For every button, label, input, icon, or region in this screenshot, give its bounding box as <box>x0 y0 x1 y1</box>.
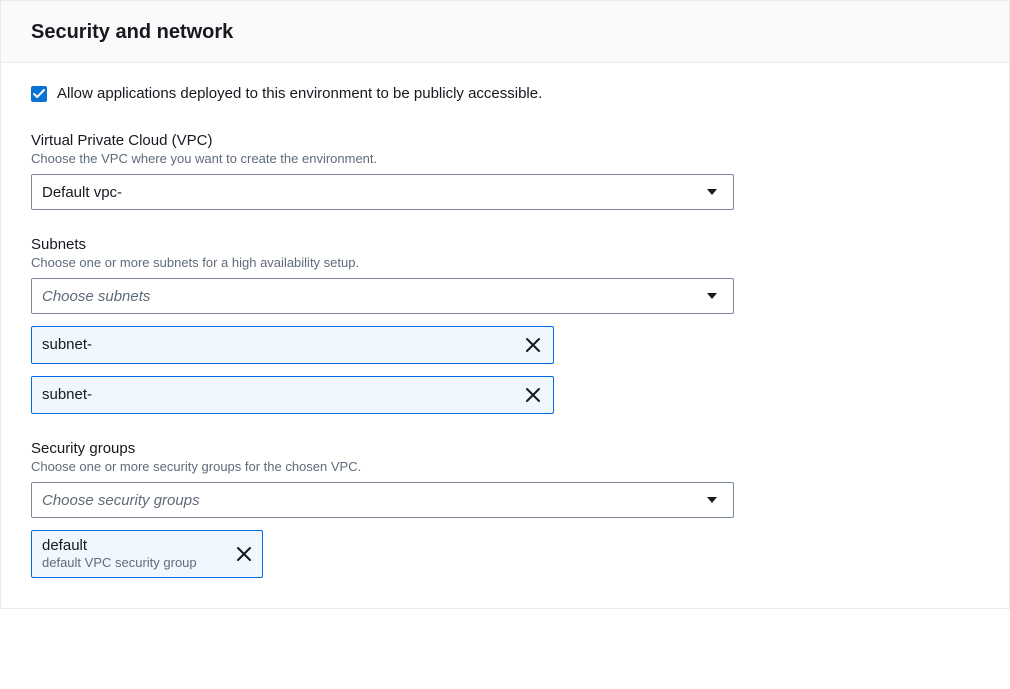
close-icon <box>236 546 252 562</box>
caret-down-icon <box>707 497 717 503</box>
remove-security-group-button[interactable] <box>226 537 262 571</box>
remove-subnet-button[interactable] <box>513 327 553 363</box>
token-label: subnet- <box>42 336 513 354</box>
security-groups-placeholder: Choose security groups <box>42 492 200 509</box>
panel-header: Security and network <box>1 1 1009 63</box>
close-icon <box>525 337 541 353</box>
public-access-row: Allow applications deployed to this envi… <box>31 85 979 102</box>
security-groups-select[interactable]: Choose security groups <box>31 482 734 518</box>
panel-body: Allow applications deployed to this envi… <box>1 63 1009 608</box>
subnet-token: subnet- <box>31 326 554 364</box>
vpc-label: Virtual Private Cloud (VPC) <box>31 132 979 149</box>
security-groups-description: Choose one or more security groups for t… <box>31 459 979 474</box>
subnets-description: Choose one or more subnets for a high av… <box>31 255 979 270</box>
vpc-description: Choose the VPC where you want to create … <box>31 151 979 166</box>
check-icon <box>33 89 45 99</box>
security-network-panel: Security and network Allow applications … <box>0 0 1010 609</box>
public-access-label: Allow applications deployed to this envi… <box>57 85 542 102</box>
close-icon <box>525 387 541 403</box>
token-body: subnet- <box>32 377 513 413</box>
vpc-select-value: Default vpc- <box>42 184 122 201</box>
vpc-select[interactable]: Default vpc- <box>31 174 734 210</box>
subnets-field: Subnets Choose one or more subnets for a… <box>31 236 979 414</box>
security-groups-field: Security groups Choose one or more secur… <box>31 440 979 578</box>
caret-down-icon <box>707 293 717 299</box>
token-body: subnet- <box>32 327 513 363</box>
security-groups-tokens: default default VPC security group <box>31 530 979 578</box>
public-access-checkbox[interactable] <box>31 86 47 102</box>
subnets-placeholder: Choose subnets <box>42 288 150 305</box>
security-group-token: default default VPC security group <box>31 530 263 578</box>
vpc-field: Virtual Private Cloud (VPC) Choose the V… <box>31 132 979 210</box>
remove-subnet-button[interactable] <box>513 377 553 413</box>
panel-title: Security and network <box>31 21 979 44</box>
token-body: default default VPC security group <box>32 537 226 571</box>
subnet-token: subnet- <box>31 376 554 414</box>
security-groups-label: Security groups <box>31 440 979 457</box>
subnets-select[interactable]: Choose subnets <box>31 278 734 314</box>
token-label: subnet- <box>42 386 513 404</box>
token-sublabel: default VPC security group <box>42 555 220 571</box>
caret-down-icon <box>707 189 717 195</box>
subnets-tokens: subnet- subnet- <box>31 326 979 414</box>
subnets-label: Subnets <box>31 236 979 253</box>
token-label: default <box>42 537 220 555</box>
